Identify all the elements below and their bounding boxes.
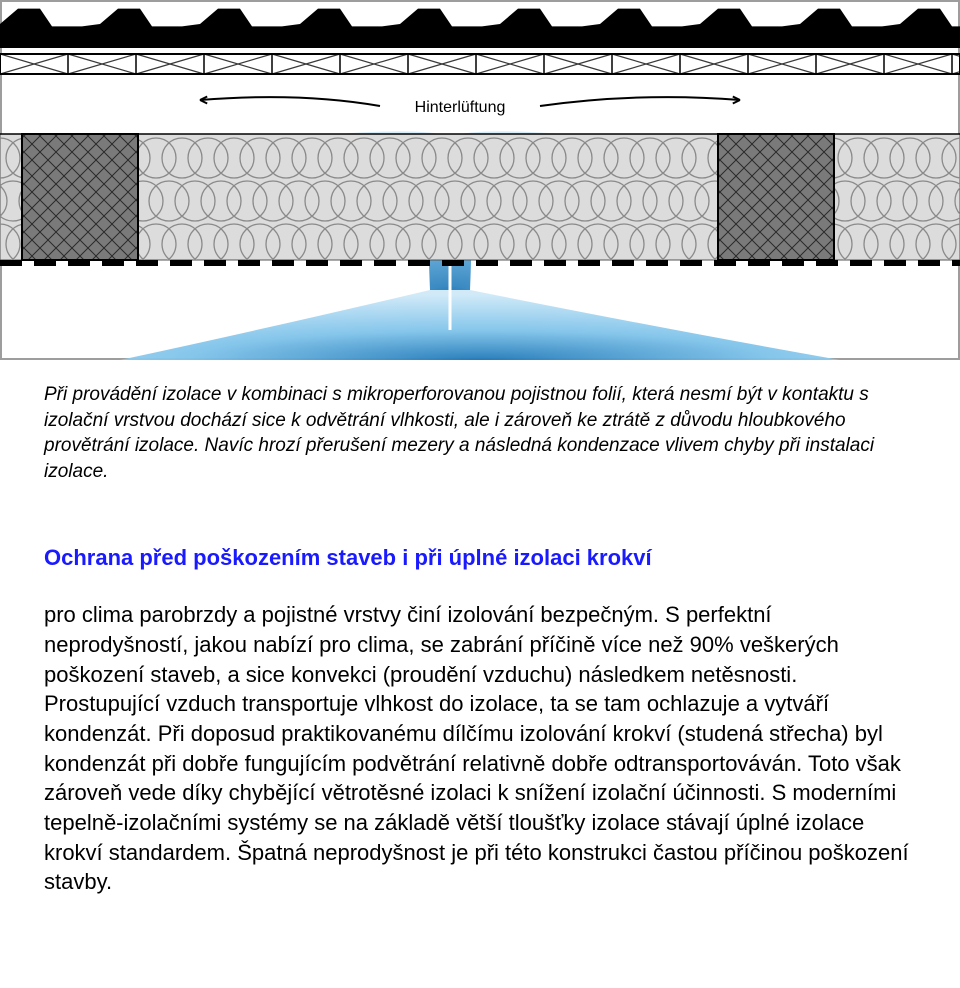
figure-caption: Při provádění izolace v kombinaci s mikr… bbox=[44, 382, 916, 485]
section-heading: Ochrana před poškozením staveb i při úpl… bbox=[44, 543, 916, 573]
svg-text:Hinterlüftung: Hinterlüftung bbox=[415, 99, 506, 116]
document-page: Hinterlüftung Při provádění izolace v ko… bbox=[0, 0, 960, 937]
roof-section-diagram: Hinterlüftung bbox=[0, 0, 960, 360]
body-paragraph: pro clima parobrzdy a pojistné vrstvy či… bbox=[44, 600, 916, 897]
text-content: Při provádění izolace v kombinaci s mikr… bbox=[0, 382, 960, 937]
